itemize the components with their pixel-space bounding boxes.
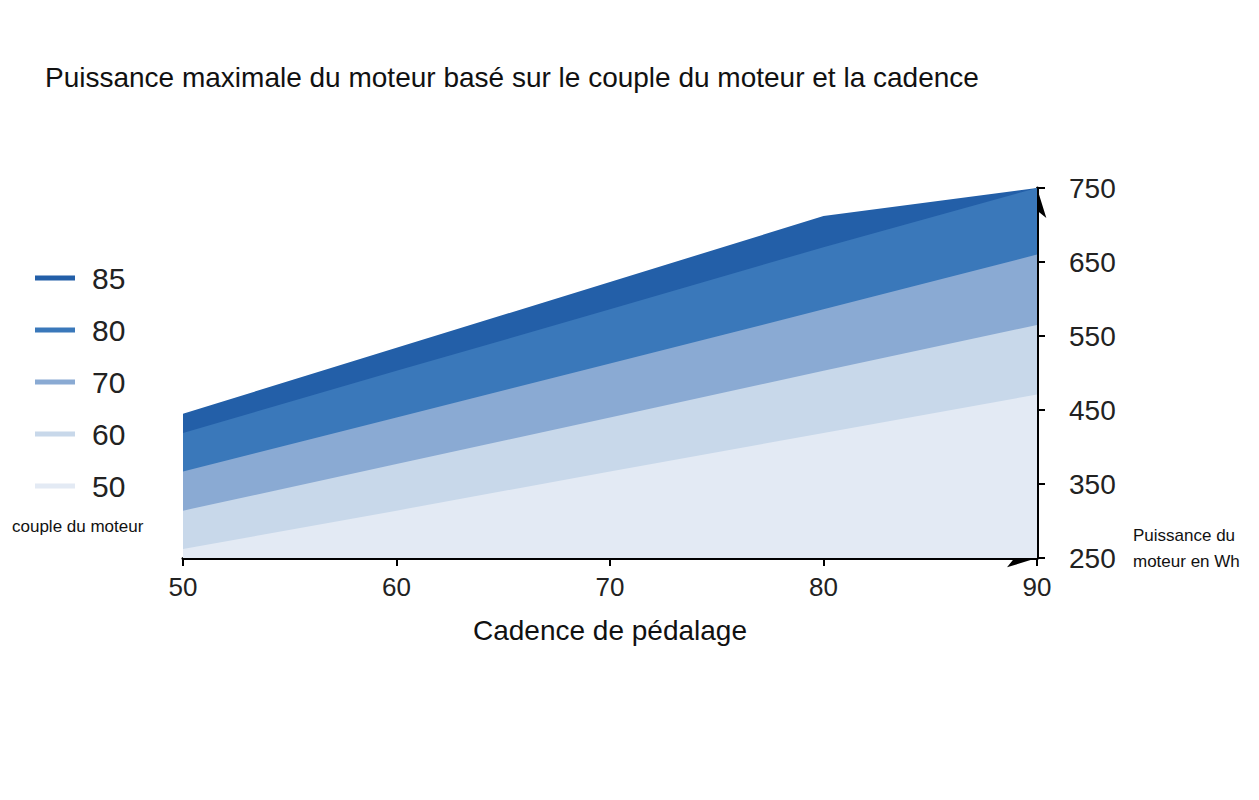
svg-text:85: 85 [92, 262, 125, 295]
svg-text:80: 80 [92, 314, 125, 347]
svg-text:70: 70 [92, 366, 125, 399]
svg-text:550: 550 [1069, 321, 1116, 352]
svg-text:Puissance maximale du moteur b: Puissance maximale du moteur basé sur le… [45, 62, 979, 93]
svg-text:650: 650 [1069, 247, 1116, 278]
svg-text:60: 60 [92, 418, 125, 451]
svg-text:Puissance du: Puissance du [1133, 526, 1240, 545]
svg-text:350: 350 [1069, 469, 1116, 500]
svg-text:80: 80 [809, 572, 838, 602]
svg-text:couple du moteur: couple du moteur [12, 517, 144, 536]
svg-text:Cadence de pédalage: Cadence de pédalage [473, 615, 747, 646]
svg-text:moteur en Wh: moteur en Wh [1133, 552, 1240, 571]
svg-text:750: 750 [1069, 173, 1116, 204]
svg-text:60: 60 [382, 572, 411, 602]
svg-text:450: 450 [1069, 395, 1116, 426]
svg-text:50: 50 [92, 470, 125, 503]
svg-text:50: 50 [169, 572, 198, 602]
svg-text:70: 70 [596, 572, 625, 602]
svg-text:250: 250 [1069, 543, 1116, 574]
svg-text:90: 90 [1023, 572, 1052, 602]
